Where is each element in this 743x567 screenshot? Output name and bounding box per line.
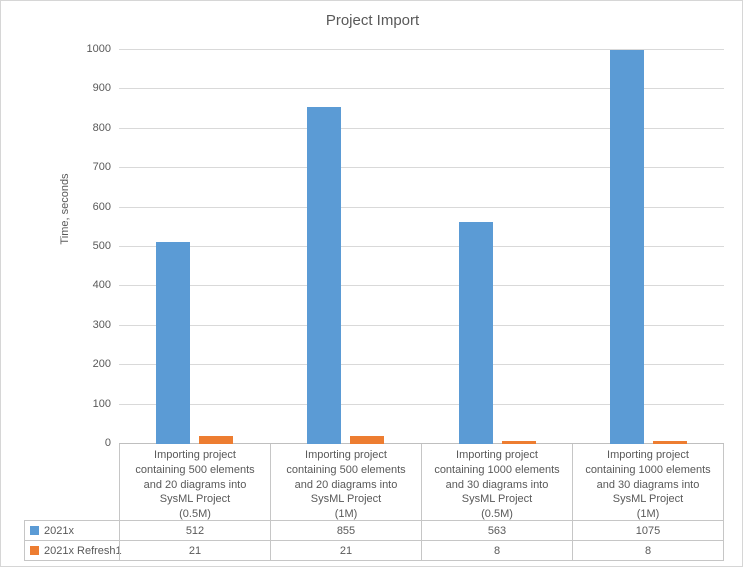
bar-2021x-refresh1-cat2[interactable] [350, 435, 385, 444]
value-cell-series2-cat4: 8 [572, 541, 723, 561]
bar-2021x-cat3[interactable] [458, 222, 493, 444]
y-tick-label-700: 700 [92, 161, 111, 174]
y-tick-label-300: 300 [92, 318, 111, 331]
y-tick-label-900: 900 [92, 82, 111, 95]
x-axis-line [119, 443, 724, 444]
bar-2021x-cat1[interactable] [156, 242, 191, 444]
bar-2021x-refresh1-cat4[interactable] [652, 440, 687, 444]
legend-label: 2021x [44, 524, 74, 537]
value-cell-series1-cat3: 563 [421, 521, 572, 541]
y-tick-label-200: 200 [92, 358, 111, 371]
gridline-900 [119, 88, 724, 90]
gridline-600 [119, 206, 724, 208]
category-label-2: Importing project containing 500 element… [270, 444, 421, 522]
bar-2021x-cat2[interactable] [307, 107, 342, 444]
bar-2021x-refresh1-cat1[interactable] [199, 435, 234, 444]
category-label-3: Importing project containing 1000 elemen… [421, 444, 572, 522]
value-cell-series1-cat2: 855 [270, 521, 421, 541]
y-tick-label-0: 0 [104, 437, 111, 449]
gridline-700 [119, 167, 724, 169]
y-tick-label-1000: 1000 [86, 43, 111, 55]
value-cell-series2-cat3: 8 [421, 541, 572, 561]
chart-title: Project Import [325, 12, 420, 29]
gridline-800 [119, 127, 724, 129]
legend-swatch-icon [30, 526, 39, 535]
value-cell-series1-cat4: 1075 [572, 521, 723, 541]
legend-item-2021x-refresh1[interactable]: 2021x Refresh1 [24, 541, 122, 561]
category-label-4: Importing project containing 1000 elemen… [572, 444, 723, 522]
value-cell-series1-cat1: 512 [119, 521, 270, 541]
y-tick-label-500: 500 [92, 240, 111, 252]
legend-item-2021x[interactable]: 2021x [24, 521, 119, 541]
bar-2021x-refresh1-cat3[interactable] [501, 440, 536, 444]
gridline-300 [119, 324, 724, 326]
y-tick-label-800: 800 [92, 121, 111, 134]
category-header-row: Importing project containing 500 element… [119, 444, 724, 522]
gridline-100 [119, 403, 724, 405]
gridline-1000 [119, 49, 724, 50]
y-tick-label-600: 600 [92, 200, 111, 213]
category-label-1: Importing project containing 500 element… [119, 444, 270, 522]
value-cell-series2-cat1: 21 [119, 541, 270, 561]
bar-2021x-cat4[interactable] [609, 50, 644, 444]
gridline-200 [119, 364, 724, 366]
data-table-rows: 2021x 512 855 563 1075 2021x Refresh1 21 21 8 8 [24, 520, 724, 561]
gridline-400 [119, 285, 724, 287]
y-tick-label-400: 400 [92, 279, 111, 292]
legend-label: 2021x Refresh1 [44, 544, 122, 557]
legend-swatch-icon [30, 546, 39, 555]
y-tick-label-100: 100 [92, 397, 111, 410]
value-cell-series2-cat2: 21 [270, 541, 421, 561]
gridline-500 [119, 246, 724, 247]
